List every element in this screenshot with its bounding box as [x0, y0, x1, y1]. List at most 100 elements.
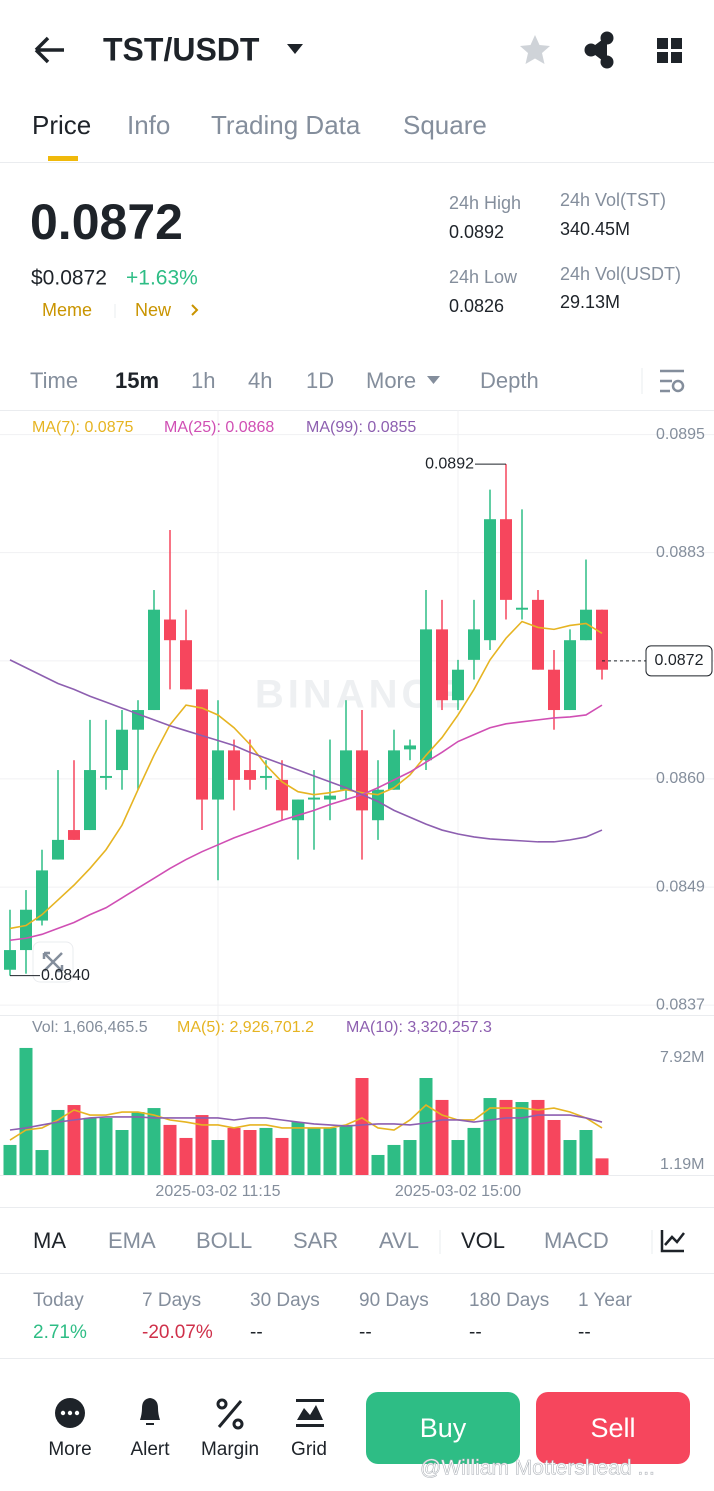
- interval[interactable]: 1D: [306, 368, 334, 393]
- ma-line: [9, 620, 603, 930]
- low-label: 0.0840: [41, 967, 90, 984]
- stat-value: 0.0892: [449, 222, 504, 242]
- volume-bar: [147, 1108, 161, 1175]
- period-label: 90 Days: [359, 1290, 429, 1311]
- high-label: 0.0892: [425, 455, 474, 472]
- indicator[interactable]: BOLL: [196, 1228, 252, 1253]
- candle-body: [244, 770, 256, 780]
- volume-bar: [243, 1130, 257, 1175]
- sell-button[interactable]: [536, 1392, 690, 1464]
- indicator[interactable]: MACD: [544, 1228, 609, 1253]
- candle-body: [468, 629, 480, 660]
- candle-body: [100, 775, 112, 778]
- buy-label[interactable]: Buy: [420, 1413, 467, 1443]
- star-icon[interactable]: [520, 35, 550, 64]
- volume-bar: [179, 1137, 193, 1175]
- indicator[interactable]: AVL: [379, 1228, 419, 1253]
- alert-icon[interactable]: [140, 1398, 160, 1425]
- tag[interactable]: Meme: [42, 300, 92, 320]
- action-label[interactable]: Grid: [291, 1439, 327, 1460]
- tab[interactable]: Info: [127, 110, 170, 140]
- tab[interactable]: Square: [403, 110, 487, 140]
- y-tick-label: 7.92M: [660, 1049, 704, 1066]
- volume-bar: [115, 1130, 129, 1175]
- volume-bar: [291, 1122, 305, 1175]
- candle-body: [148, 609, 160, 711]
- tab[interactable]: Price: [32, 110, 91, 140]
- volume-bar: [531, 1099, 545, 1175]
- action-label[interactable]: More: [48, 1439, 91, 1460]
- candle-body: [516, 607, 528, 610]
- volume-bar: [355, 1078, 369, 1175]
- legend-entry: MA(99): 0.0855: [306, 419, 416, 436]
- interval[interactable]: 1h: [191, 368, 215, 393]
- last-price-label: 0.0872: [655, 652, 704, 669]
- candle-body: [68, 830, 80, 840]
- volume-bar: [483, 1098, 497, 1175]
- pair-title[interactable]: TST/USDT: [103, 31, 260, 67]
- y-tick-label: 0.0860: [656, 770, 705, 787]
- last-price-box: [645, 645, 713, 677]
- interval[interactable]: Depth: [480, 368, 539, 393]
- tag[interactable]: New: [135, 300, 172, 320]
- chart-settings-icon[interactable]: [660, 369, 685, 393]
- period-label: 7 Days: [142, 1290, 201, 1311]
- candle-body: [164, 619, 176, 641]
- action-label[interactable]: Alert: [130, 1439, 170, 1460]
- volume-bar: [259, 1127, 273, 1175]
- sell-label[interactable]: Sell: [590, 1413, 635, 1443]
- margin-icon[interactable]: [216, 1398, 244, 1430]
- interval[interactable]: Time: [30, 368, 78, 393]
- candle-body: [532, 599, 544, 670]
- period-change: -20.07%: [142, 1322, 213, 1343]
- buy-button[interactable]: [366, 1392, 520, 1464]
- volume-bar: [579, 1130, 593, 1175]
- candle-body: [452, 669, 464, 701]
- volume-bar: [371, 1154, 385, 1175]
- candle-body: [548, 669, 560, 711]
- chart-watermark: BINANCE: [255, 673, 465, 717]
- stat-label: 24h Low: [449, 267, 518, 287]
- candle-body: [500, 519, 512, 600]
- period-change: 2.71%: [33, 1322, 87, 1343]
- usd-price: $0.0872: [31, 267, 107, 290]
- candle-body: [196, 689, 208, 800]
- share-icon[interactable]: [584, 31, 614, 69]
- candle-body: [308, 797, 320, 800]
- indicator-settings-icon[interactable]: [660, 1230, 685, 1253]
- candle-body: [356, 750, 368, 811]
- stat-value: 340.45M: [560, 219, 630, 239]
- grid-icon[interactable]: [657, 38, 682, 63]
- stat-label: 24h Vol(USDT): [560, 264, 681, 284]
- credit-watermark: @William Mottershead ...: [420, 1457, 655, 1480]
- more-icon[interactable]: [55, 1398, 85, 1428]
- interval[interactable]: 4h: [248, 368, 272, 393]
- volume-bar: [387, 1144, 401, 1175]
- action-label[interactable]: Margin: [201, 1439, 259, 1460]
- indicator[interactable]: EMA: [108, 1228, 156, 1253]
- candle-body: [276, 779, 288, 811]
- candle-body: [564, 640, 576, 711]
- indicator[interactable]: VOL: [461, 1228, 505, 1253]
- tab[interactable]: Trading Data: [211, 110, 361, 140]
- volume-bar: [99, 1117, 113, 1175]
- candle-body: [580, 609, 592, 641]
- interval[interactable]: 15m: [115, 368, 159, 393]
- volume-bar: [451, 1140, 465, 1175]
- pair-caret[interactable]: [287, 44, 303, 54]
- candle-body: [52, 839, 64, 860]
- volume-bar: [227, 1127, 241, 1175]
- period-label: Today: [33, 1290, 84, 1311]
- volume-bar: [515, 1102, 529, 1175]
- interval[interactable]: More: [366, 368, 416, 393]
- grid-bot-icon[interactable]: [296, 1399, 324, 1427]
- volume-bar: [83, 1117, 97, 1175]
- x-tick-label: 2025-03-02 11:15: [155, 1183, 280, 1200]
- stat-value: 29.13M: [560, 292, 620, 312]
- indicator[interactable]: MA: [33, 1228, 66, 1253]
- y-tick-label: 0.0837: [656, 996, 705, 1013]
- indicator[interactable]: SAR: [293, 1228, 338, 1253]
- expand-button[interactable]: [32, 941, 74, 983]
- back-icon[interactable]: [34, 36, 64, 64]
